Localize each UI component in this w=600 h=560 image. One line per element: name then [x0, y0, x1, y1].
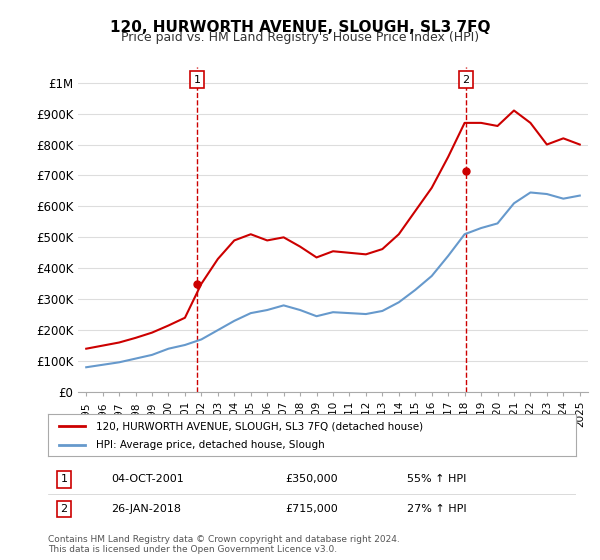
Text: 55% ↑ HPI: 55% ↑ HPI — [407, 474, 466, 484]
Text: £715,000: £715,000 — [286, 504, 338, 514]
Text: 120, HURWORTH AVENUE, SLOUGH, SL3 7FQ: 120, HURWORTH AVENUE, SLOUGH, SL3 7FQ — [110, 20, 490, 35]
Text: 04-OCT-2001: 04-OCT-2001 — [112, 474, 184, 484]
Text: 1: 1 — [61, 474, 67, 484]
Text: Price paid vs. HM Land Registry's House Price Index (HPI): Price paid vs. HM Land Registry's House … — [121, 31, 479, 44]
Text: 2: 2 — [60, 504, 67, 514]
Text: £350,000: £350,000 — [286, 474, 338, 484]
Text: 2: 2 — [462, 74, 469, 85]
Text: 27% ↑ HPI: 27% ↑ HPI — [407, 504, 467, 514]
Text: 1: 1 — [194, 74, 201, 85]
Text: 120, HURWORTH AVENUE, SLOUGH, SL3 7FQ (detached house): 120, HURWORTH AVENUE, SLOUGH, SL3 7FQ (d… — [95, 421, 422, 431]
Text: 26-JAN-2018: 26-JAN-2018 — [112, 504, 181, 514]
Text: HPI: Average price, detached house, Slough: HPI: Average price, detached house, Slou… — [95, 440, 324, 450]
Text: Contains HM Land Registry data © Crown copyright and database right 2024.
This d: Contains HM Land Registry data © Crown c… — [48, 535, 400, 554]
